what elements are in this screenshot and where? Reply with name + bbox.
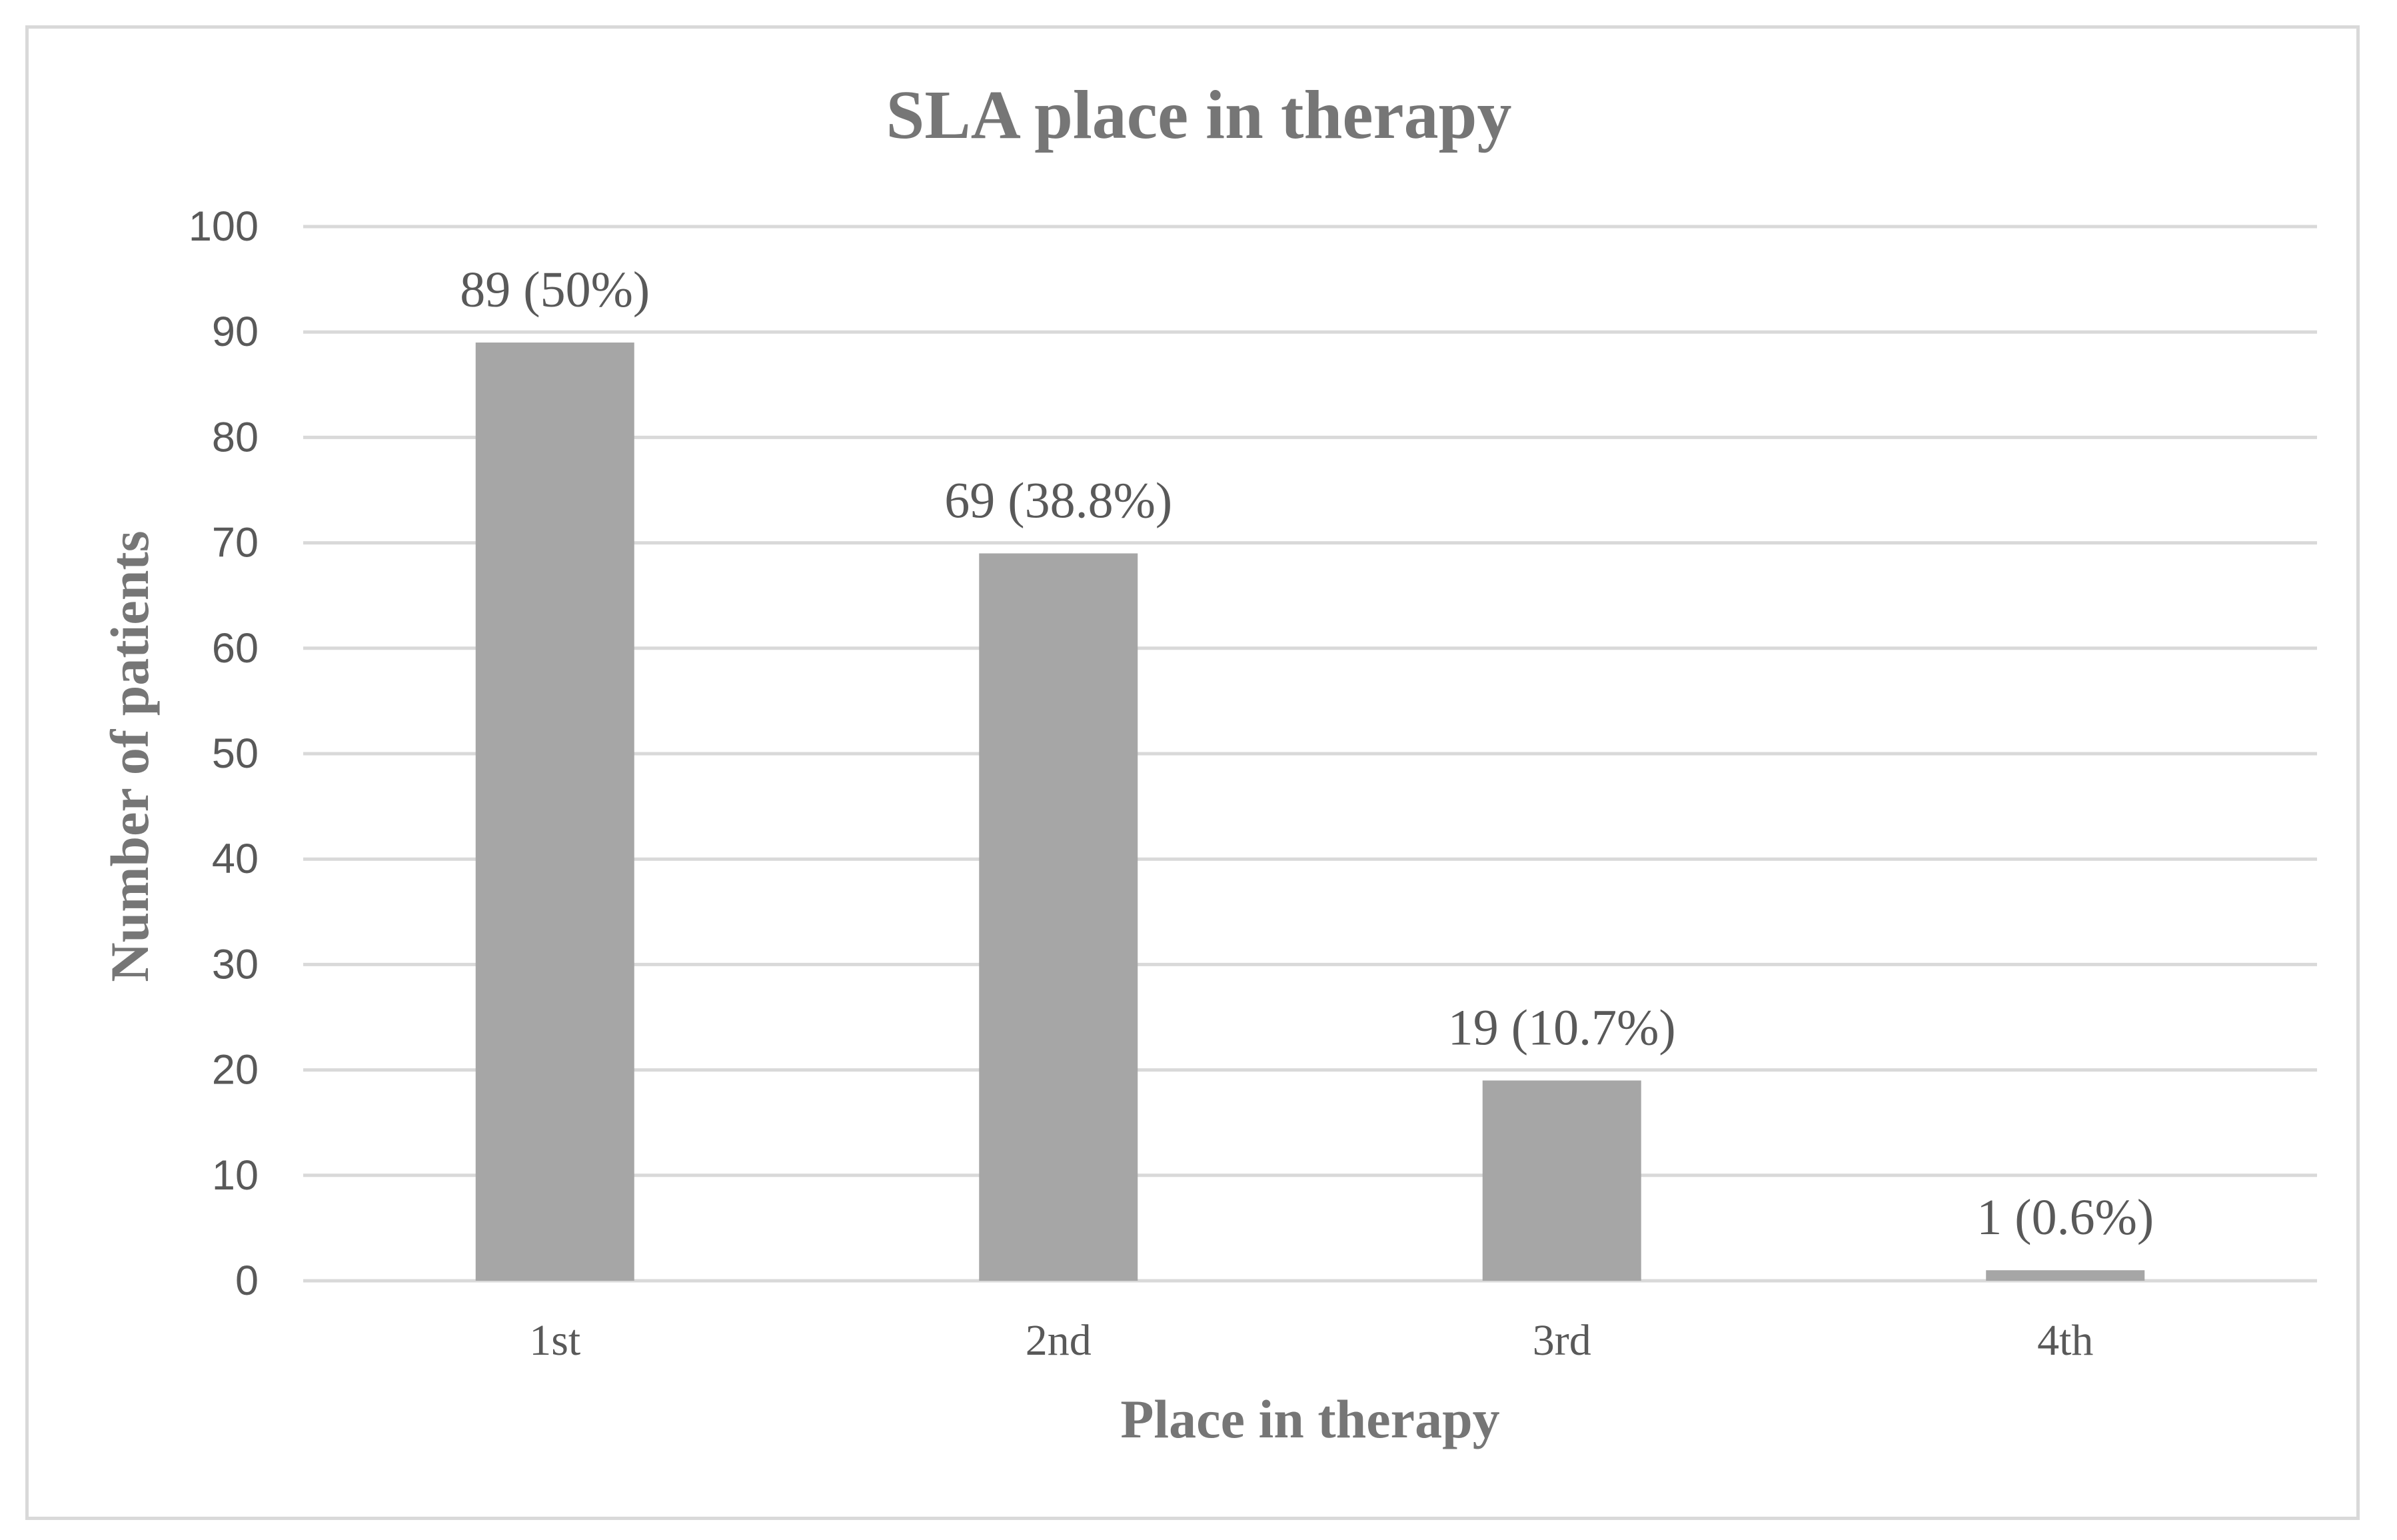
x-tick-label-1st: 1st bbox=[529, 1316, 580, 1365]
y-tick-label-10: 10 bbox=[212, 1152, 259, 1199]
y-tick-label-80: 80 bbox=[212, 414, 259, 460]
y-tick-label-20: 20 bbox=[212, 1047, 259, 1094]
chart-title: SLA place in therapy bbox=[886, 77, 1512, 153]
y-tick-label-30: 30 bbox=[212, 941, 259, 988]
chart-frame bbox=[25, 25, 2360, 1520]
x-axis-ticks: 1st 2nd 3rd 4th bbox=[529, 1316, 2093, 1365]
data-label-2nd: 69 (38.8%) bbox=[944, 472, 1172, 528]
x-tick-label-3rd: 3rd bbox=[1533, 1316, 1591, 1365]
y-tick-label-60: 60 bbox=[212, 625, 259, 672]
bar-2nd bbox=[979, 553, 1138, 1281]
x-tick-label-2nd: 2nd bbox=[1026, 1316, 1092, 1365]
data-label-4th: 1 (0.6%) bbox=[1977, 1189, 2154, 1245]
bar-3rd bbox=[1482, 1080, 1641, 1281]
x-axis-label: Place in therapy bbox=[1120, 1389, 1499, 1449]
y-tick-label-50: 50 bbox=[212, 730, 259, 777]
y-tick-label-90: 90 bbox=[212, 309, 259, 355]
y-tick-label-0: 0 bbox=[235, 1257, 259, 1304]
bars bbox=[475, 343, 2145, 1281]
data-labels: 89 (50%) 69 (38.8%) 19 (10.7%) 1 (0.6%) bbox=[460, 262, 2154, 1245]
x-tick-label-4th: 4th bbox=[2037, 1316, 2093, 1365]
gridlines bbox=[303, 225, 2317, 1283]
y-tick-label-70: 70 bbox=[212, 520, 259, 566]
data-label-1st: 89 (50%) bbox=[460, 262, 650, 318]
y-tick-label-100: 100 bbox=[189, 203, 259, 250]
y-axis-label: Number of patients bbox=[99, 530, 160, 982]
data-label-3rd: 19 (10.7%) bbox=[1448, 1000, 1676, 1056]
y-tick-label-40: 40 bbox=[212, 836, 259, 882]
y-axis-ticks: 0 10 20 30 40 50 60 70 80 90 100 bbox=[189, 203, 259, 1304]
bar-1st bbox=[475, 343, 634, 1281]
bar-4th bbox=[1986, 1270, 2145, 1281]
